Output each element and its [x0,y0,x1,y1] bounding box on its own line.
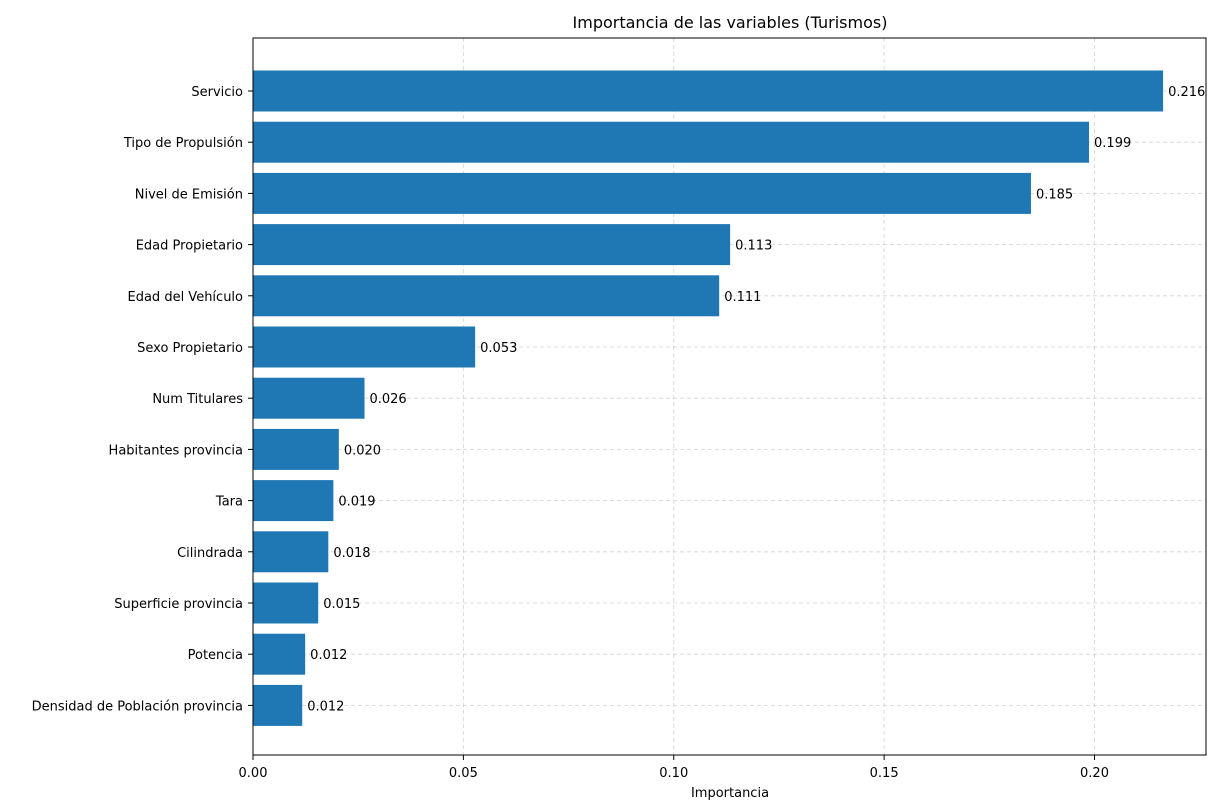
x-tick-label: 0.05 [449,766,478,781]
bar-value-label: 0.012 [310,648,347,663]
category-label: Edad del Vehículo [128,290,244,305]
bar-value-label: 0.020 [344,443,381,458]
category-label: Habitantes provincia [109,443,243,458]
category-label: Num Titulares [152,392,243,407]
bar [253,531,329,573]
bar [253,684,303,726]
bar-value-label: 0.026 [369,392,406,407]
bar-value-label: 0.199 [1094,136,1131,151]
bar-value-label: 0.012 [307,699,344,714]
category-label: Densidad de Población provincia [32,699,243,714]
axes-frame [252,37,1207,756]
x-tick-label: 0.00 [239,766,268,781]
bar [253,172,1031,214]
bar [253,275,720,317]
x-tick-label: 0.20 [1080,766,1109,781]
bar-value-label: 0.111 [724,290,761,305]
bar-value-label: 0.216 [1168,85,1205,100]
chart-title: Importancia de las variables (Turismos) [573,13,888,32]
bar-value-label: 0.015 [323,597,360,612]
category-label: Tipo de Propulsión [123,136,243,151]
bar [253,121,1090,163]
x-axis-ticks: 0.00 0.05 0.10 0.15 0.20 [239,755,1109,781]
category-label: Potencia [188,648,243,663]
bar [253,224,731,266]
category-label: Cilindrada [177,546,243,561]
category-label: Servicio [191,85,243,100]
data-labels: 0.216 0.199 0.185 0.113 0.111 0.053 0.026 0.020… [307,85,1205,714]
bar-value-label: 0.185 [1036,187,1073,202]
bar-value-label: 0.019 [338,495,375,510]
bar-value-label: 0.113 [735,239,772,254]
category-label: Nivel de Emisión [135,187,243,202]
bar [253,428,339,470]
bar [253,326,476,368]
bar [253,582,319,624]
bar [253,70,1164,112]
bar [253,480,334,522]
x-tick-label: 0.15 [870,766,899,781]
category-label: Sexo Propietario [137,341,243,356]
bar [253,633,306,675]
category-label: Edad Propietario [136,239,243,254]
bar-value-label: 0.053 [480,341,517,356]
x-tick-label: 0.10 [659,766,688,781]
bar-value-label: 0.018 [333,546,370,561]
category-label: Tara [215,495,243,510]
x-axis-label: Importancia [691,786,769,801]
bar [253,377,365,419]
category-labels: Servicio Tipo de Propulsión Nivel de Emisi… [32,85,253,714]
bars-layer [253,70,1164,726]
category-label: Superficie provincia [114,597,243,612]
